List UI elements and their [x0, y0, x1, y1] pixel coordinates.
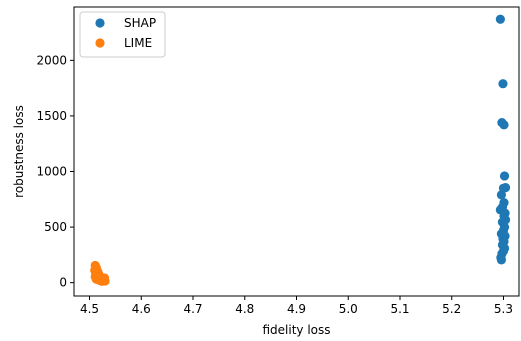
legend: SHAP LIME [79, 11, 166, 58]
lime-point-18 [97, 276, 107, 286]
shap-point-7 [496, 190, 507, 200]
y-axis-ticks: 0 500 1000 1500 2000 [36, 53, 74, 290]
x-axis-label: fidelity loss [262, 323, 330, 337]
x-tick-label: 5.1 [390, 302, 409, 316]
shap-point-26 [496, 255, 507, 265]
x-tick-label: 5.3 [494, 302, 513, 316]
lime-legend-label: LIME [124, 36, 152, 50]
y-tick-label: 0 [59, 276, 67, 290]
data-points [90, 14, 511, 286]
x-tick-label: 4.9 [287, 302, 306, 316]
shap-point-0 [495, 14, 505, 24]
y-tick-label: 500 [44, 220, 67, 234]
shap-legend-label: SHAP [124, 16, 156, 30]
shap-point-4 [499, 171, 510, 181]
y-tick-label: 2000 [36, 53, 67, 67]
y-axis-label: robustness loss [12, 105, 26, 198]
x-tick-label: 5.2 [442, 302, 461, 316]
shap-point-1 [498, 79, 508, 89]
x-axis-ticks: 4.5 4.6 4.7 4.8 4.9 5.0 5.1 5.2 5.3 [80, 296, 513, 316]
x-tick-label: 4.7 [183, 302, 202, 316]
shap-legend-marker [95, 18, 105, 28]
x-tick-label: 4.6 [132, 302, 151, 316]
x-tick-label: 5.0 [339, 302, 358, 316]
y-tick-label: 1000 [36, 165, 67, 179]
x-tick-label: 4.5 [80, 302, 99, 316]
y-tick-label: 1500 [36, 109, 67, 123]
shap-point-3 [499, 120, 509, 130]
x-tick-label: 4.8 [235, 302, 254, 316]
lime-legend-marker [95, 38, 105, 48]
axes-frame [73, 6, 520, 297]
